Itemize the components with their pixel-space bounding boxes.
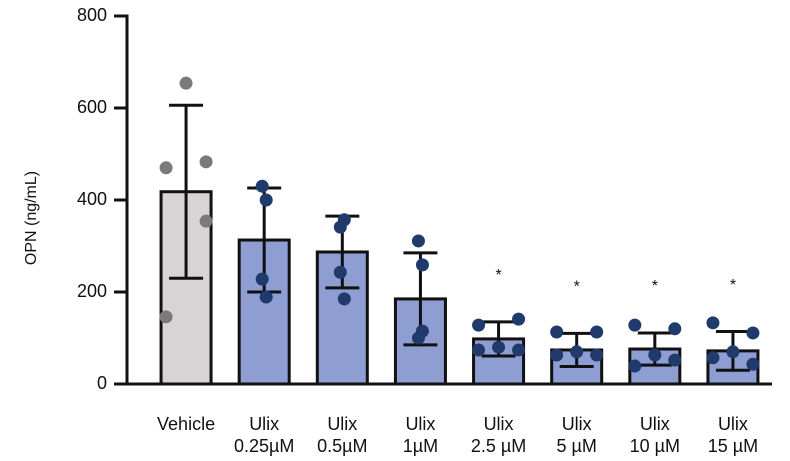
data-point (628, 318, 642, 332)
x-tick-label: Ulix (562, 414, 592, 434)
data-point (570, 345, 584, 359)
x-tick-label: Vehicle (157, 414, 215, 434)
y-tick-label: 0 (97, 373, 107, 393)
x-tick-label: Ulix (249, 414, 279, 434)
data-point (199, 155, 213, 169)
data-point (259, 290, 273, 304)
x-tick-label: Ulix (718, 414, 748, 434)
data-point (590, 325, 604, 339)
data-point (255, 272, 269, 286)
y-tick-label: 600 (77, 97, 107, 117)
data-point (550, 325, 564, 339)
x-tick-label: Ulix (405, 414, 435, 434)
y-tick-label: 800 (77, 5, 107, 25)
data-point (648, 348, 662, 362)
x-tick-label: 0.5µM (317, 436, 367, 456)
data-point (628, 359, 642, 373)
data-point (472, 318, 486, 332)
data-point (668, 353, 682, 367)
data-point (411, 234, 425, 248)
data-point (415, 258, 429, 272)
significance-mark: * (730, 277, 736, 294)
x-tick-label: 0.25µM (234, 436, 294, 456)
data-point (199, 214, 213, 228)
data-point (512, 343, 526, 357)
x-tick-label: 10 µM (630, 436, 680, 456)
data-point (492, 340, 506, 354)
x-tick-label: 15 µM (708, 436, 758, 456)
significance-mark: * (495, 267, 501, 284)
data-point (746, 357, 760, 371)
data-point (550, 348, 564, 362)
data-point (590, 348, 604, 362)
data-point (746, 326, 760, 340)
data-point (259, 193, 273, 207)
data-point (668, 322, 682, 336)
data-point (337, 292, 351, 306)
data-point (415, 324, 429, 338)
data-point (179, 76, 193, 90)
data-point (706, 316, 720, 330)
data-point (512, 312, 526, 326)
significance-mark: * (652, 278, 658, 295)
x-tick-label: 1µM (403, 436, 438, 456)
y-tick-label: 200 (77, 281, 107, 301)
x-tick-label: 5 µM (556, 436, 596, 456)
data-point (337, 213, 351, 227)
y-tick-label: 400 (77, 189, 107, 209)
data-point (726, 345, 740, 359)
data-point (159, 161, 173, 175)
data-point (255, 179, 269, 193)
x-tick-label: Ulix (327, 414, 357, 434)
significance-mark: * (574, 279, 580, 296)
data-point (333, 265, 347, 279)
data-point (159, 310, 173, 324)
x-tick-label: 2.5 µM (471, 436, 526, 456)
x-tick-label: Ulix (484, 414, 514, 434)
data-point (472, 343, 486, 357)
y-axis-label: OPN (ng/mL) (23, 171, 40, 265)
data-point (706, 351, 720, 365)
x-tick-label: Ulix (640, 414, 670, 434)
